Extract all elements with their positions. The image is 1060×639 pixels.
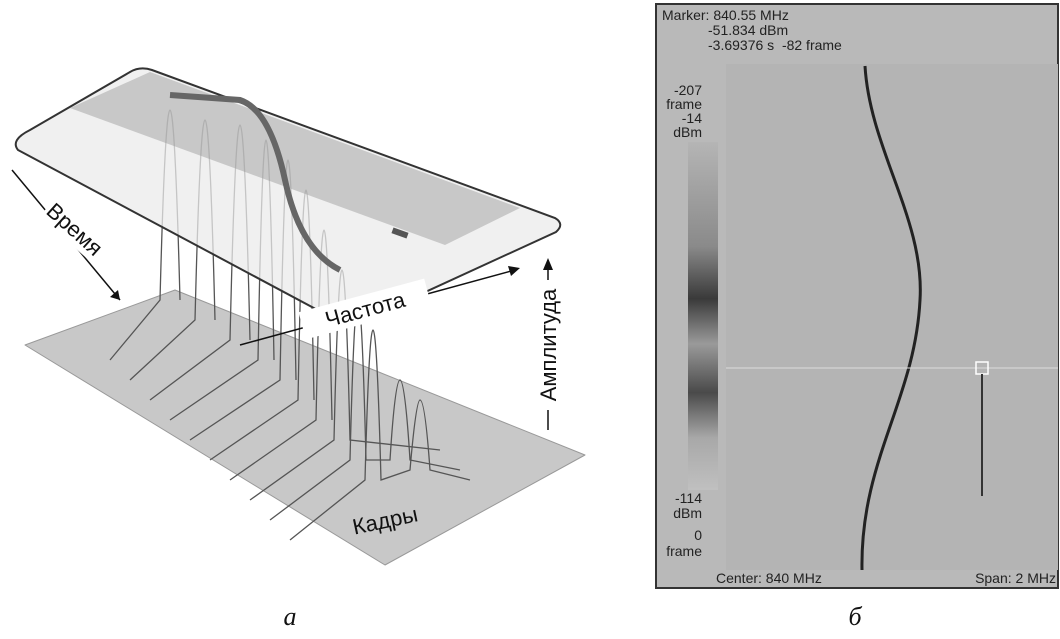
marker-frequency: Marker: 840.55 MHz xyxy=(662,7,789,23)
arrow-head xyxy=(543,258,553,270)
scale-bottom-frame: 0 xyxy=(694,527,702,543)
scale-unit: frame xyxy=(666,96,702,112)
marker-level: -51.834 dBm xyxy=(708,22,788,38)
span: Span: 2 MHz xyxy=(975,570,1056,586)
marker-time: -3.69376 s -82 frame xyxy=(708,37,842,53)
arrow-head xyxy=(110,290,120,300)
scale-unit: frame xyxy=(666,543,702,559)
panel-a: Время Частота Амплитуда Кадры xyxy=(11,67,586,566)
scale-top-frame: -207 xyxy=(674,82,702,98)
signal-trace xyxy=(860,65,922,571)
caption-b: б xyxy=(848,602,862,631)
spectrogram xyxy=(726,64,1058,570)
trace xyxy=(169,92,342,273)
color-bar xyxy=(688,142,718,490)
panel-b: Marker: 840.55 MHz -51.834 dBm -3.69376 … xyxy=(655,3,1059,589)
label-bg xyxy=(536,280,562,410)
caption-a: а xyxy=(284,602,297,631)
scale-unit: dBm xyxy=(673,505,702,521)
label-bg xyxy=(39,195,111,263)
band xyxy=(70,72,520,245)
label-bg xyxy=(298,278,432,340)
center-frequency: Center: 840 MHz xyxy=(716,570,822,586)
scale-top-level: -14 xyxy=(682,110,702,126)
blip xyxy=(391,227,409,239)
scale-bottom-level: -114 xyxy=(675,490,702,506)
amplitude-label: Амплитуда xyxy=(536,288,561,401)
scale-unit: dBm xyxy=(673,124,702,140)
time-label: Время xyxy=(42,198,108,261)
arrow-head xyxy=(508,266,520,276)
